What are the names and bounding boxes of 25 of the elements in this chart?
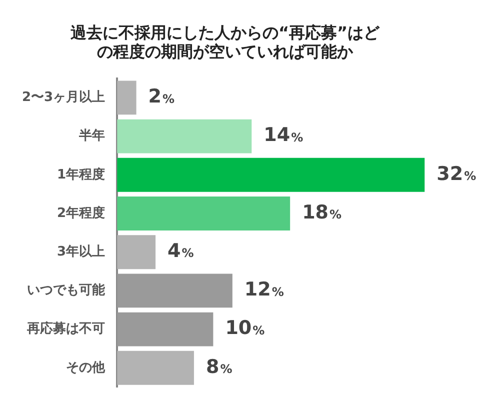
data-label: 32% (436, 162, 476, 185)
data-label: 18% (302, 201, 342, 224)
bar (117, 158, 425, 192)
y-tick-label: 3年以上 (57, 244, 106, 260)
y-tick-label: その他 (66, 360, 106, 376)
chart-title: 過去に不採用にした人からの“再応募”はどの程度の期間が空いていれば可能か (69, 22, 381, 61)
y-tick-label: いつでも可能 (27, 282, 106, 298)
data-label: 10% (225, 317, 265, 340)
bar (117, 119, 252, 154)
y-tick-label: 再応募は不可 (26, 320, 106, 337)
data-label: 2% (148, 86, 175, 108)
data-label: 14% (264, 124, 304, 146)
data-label: 8% (206, 356, 232, 378)
y-tick-label: 半年 (78, 128, 106, 144)
bar (117, 350, 194, 385)
y-tick-label: 1年程度 (57, 166, 106, 182)
bar (117, 235, 156, 270)
y-tick-label: 2年程度 (57, 204, 106, 221)
data-label: 12% (244, 278, 284, 301)
bar (117, 196, 290, 230)
bar (117, 312, 214, 346)
y-tick-label: 2〜3ヶ月以上 (22, 90, 106, 106)
data-label: 4% (168, 240, 194, 262)
bar (117, 80, 136, 115)
bar (117, 274, 232, 308)
